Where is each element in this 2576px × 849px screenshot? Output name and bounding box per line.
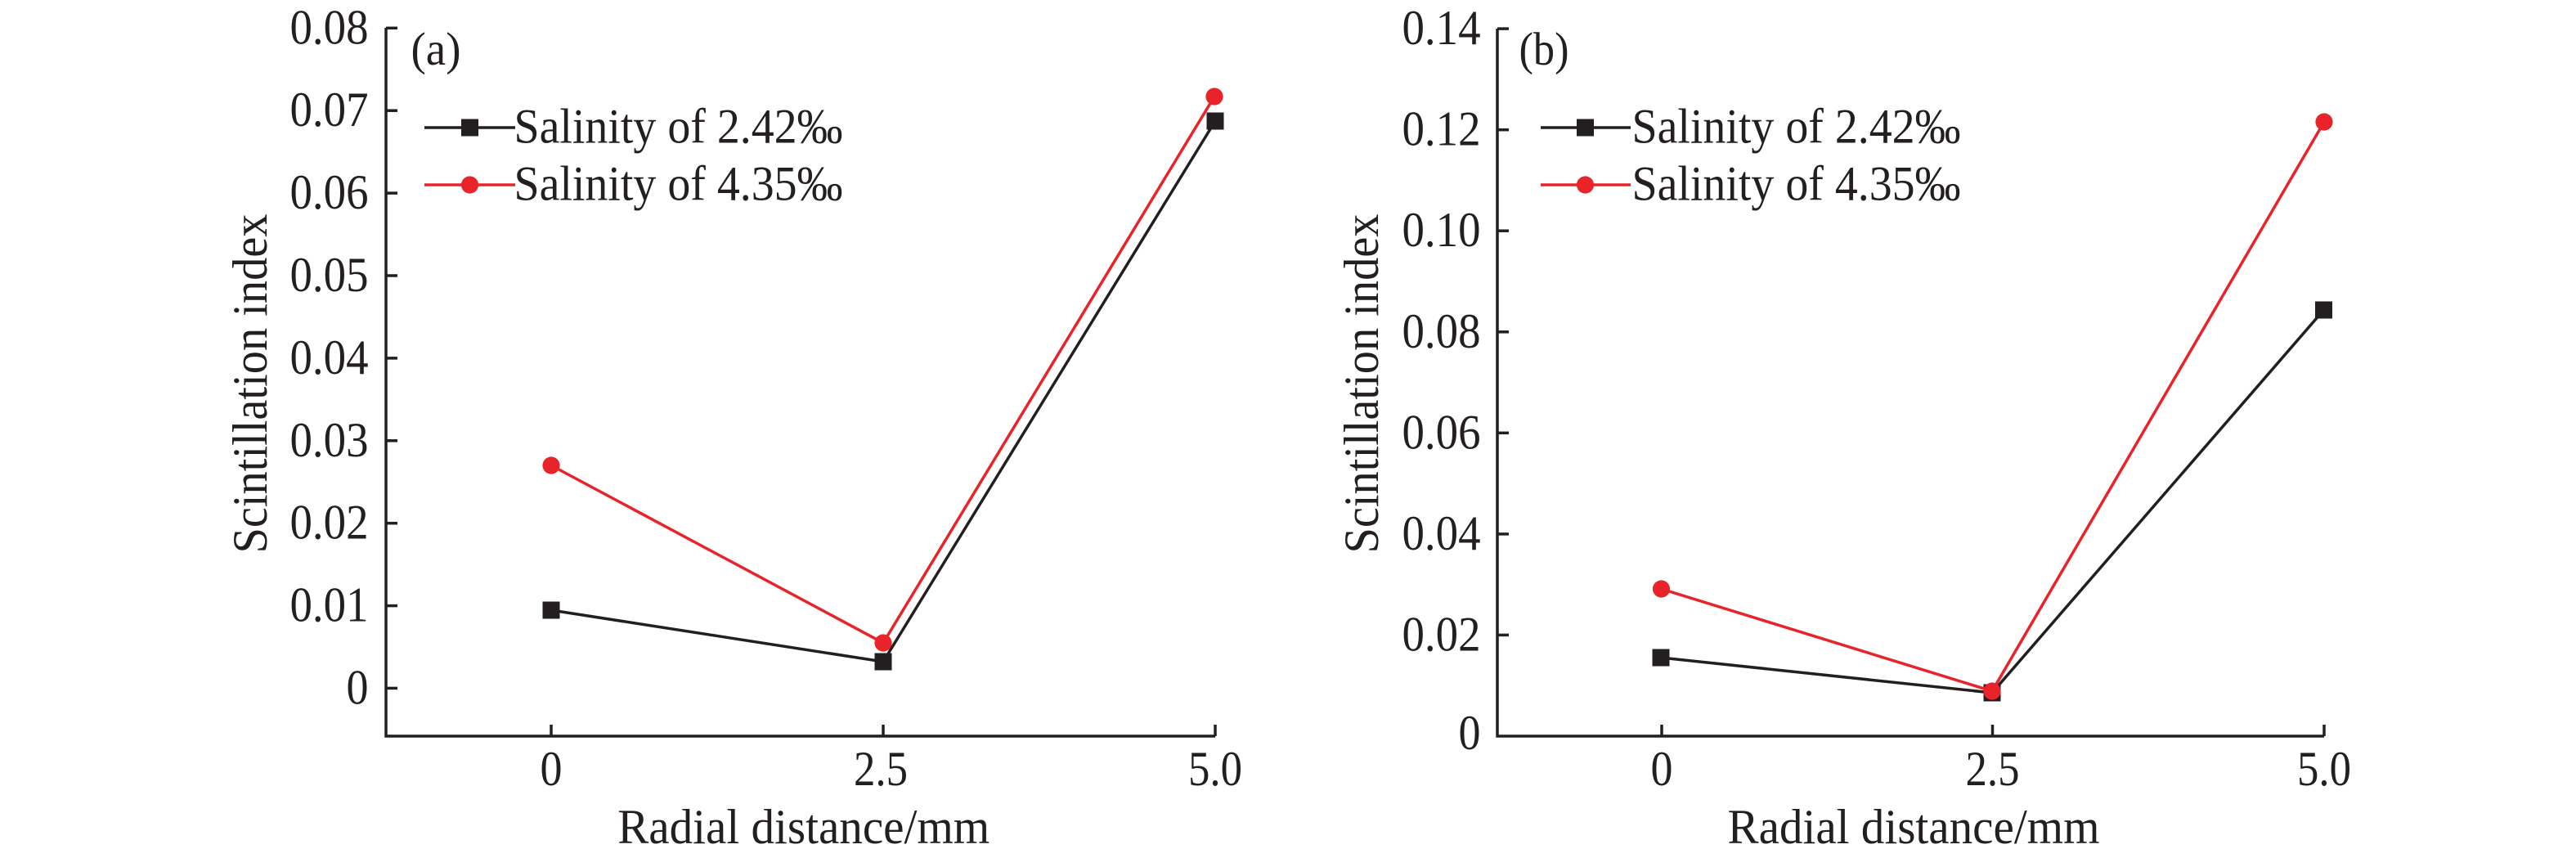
- svg-text:0: 0: [541, 742, 563, 796]
- svg-text:0.06: 0.06: [290, 165, 369, 219]
- svg-text:5.0: 5.0: [2297, 742, 2351, 796]
- svg-text:0.14: 0.14: [1402, 1, 1481, 55]
- svg-text:0.02: 0.02: [1402, 607, 1481, 661]
- svg-text:Radial distance/mm: Radial distance/mm: [617, 800, 990, 849]
- svg-text:0.03: 0.03: [290, 413, 369, 467]
- svg-text:0.08: 0.08: [1402, 304, 1481, 358]
- svg-text:2.5: 2.5: [854, 742, 908, 796]
- svg-text:0.10: 0.10: [1402, 203, 1481, 257]
- svg-text:0.08: 0.08: [290, 0, 369, 54]
- svg-text:0.07: 0.07: [290, 83, 369, 137]
- svg-text:0.04: 0.04: [1402, 506, 1481, 560]
- svg-text:Scintillation index: Scintillation index: [1335, 214, 1389, 554]
- svg-text:0.04: 0.04: [290, 330, 369, 384]
- svg-text:5.0: 5.0: [1188, 742, 1242, 796]
- svg-text:Salinity of 2.42‰: Salinity of 2.42‰: [1632, 100, 1961, 154]
- svg-text:0.02: 0.02: [290, 496, 369, 550]
- svg-text:0: 0: [347, 660, 369, 714]
- svg-text:(b): (b): [1519, 24, 1569, 75]
- svg-text:Salinity of 4.35‰: Salinity of 4.35‰: [1632, 157, 1961, 211]
- svg-text:Scintillation index: Scintillation index: [223, 214, 277, 554]
- svg-text:0.01: 0.01: [290, 578, 369, 632]
- svg-text:0: 0: [1459, 706, 1481, 760]
- svg-text:0.05: 0.05: [290, 248, 369, 302]
- svg-text:0: 0: [1651, 742, 1673, 796]
- svg-text:(a): (a): [411, 24, 461, 75]
- svg-text:Radial distance/mm: Radial distance/mm: [1728, 800, 2100, 849]
- svg-text:0.12: 0.12: [1402, 102, 1481, 156]
- svg-text:Salinity of 2.42‰: Salinity of 2.42‰: [514, 100, 843, 154]
- svg-text:2.5: 2.5: [1966, 742, 2020, 796]
- svg-text:Salinity of 4.35‰: Salinity of 4.35‰: [514, 157, 843, 211]
- svg-text:0.06: 0.06: [1402, 405, 1481, 459]
